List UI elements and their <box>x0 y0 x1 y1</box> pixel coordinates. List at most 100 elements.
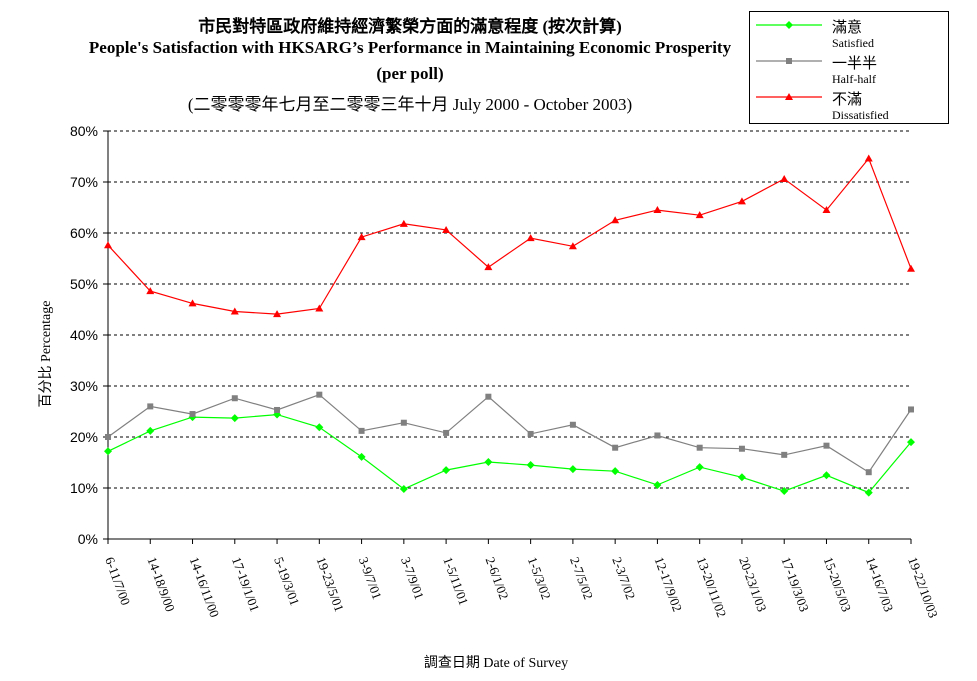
series-group <box>104 154 915 497</box>
data-point <box>399 485 408 494</box>
data-point <box>568 242 577 250</box>
data-point <box>865 469 872 476</box>
data-point <box>737 473 746 482</box>
data-point <box>907 438 915 447</box>
data-point <box>568 465 577 474</box>
data-point <box>484 457 493 466</box>
x-tick-label: 20-23/1/03 <box>736 555 770 614</box>
data-point <box>315 304 324 312</box>
data-point <box>357 233 366 241</box>
series-line <box>107 157 912 315</box>
data-point <box>569 421 576 428</box>
data-point <box>316 391 323 398</box>
data-point <box>104 241 112 249</box>
legend-symbol-satisfied <box>756 21 822 29</box>
legend: 滿意 Satisfied 一半半 Half-half 不滿 Dissatisfi… <box>749 11 949 124</box>
data-point <box>105 434 111 440</box>
data-point <box>526 234 535 242</box>
x-tick-label: 14-16/7/03 <box>863 555 897 614</box>
chart-period: (二零零零年七月至二零零三年十月 July 2000 - October 200… <box>187 95 633 114</box>
x-axis-label: 調查日期 Date of Survey <box>424 655 568 671</box>
data-point <box>822 471 831 480</box>
data-point <box>146 287 155 295</box>
data-point <box>484 263 493 271</box>
chart-title-english: People's Satisfaction with HKSARG’s Perf… <box>88 38 732 57</box>
data-point <box>822 206 831 214</box>
chart-subtitle: (per poll) <box>376 64 444 83</box>
x-tick-label: 3-9/7/01 <box>356 555 385 602</box>
data-point <box>189 411 196 418</box>
data-point <box>442 225 451 233</box>
data-point <box>400 419 407 426</box>
legend-symbol-half-half <box>756 58 822 64</box>
data-point <box>526 461 535 470</box>
data-point <box>485 393 492 400</box>
data-point <box>230 307 239 315</box>
y-tick-label: 70% <box>70 174 98 190</box>
data-point <box>823 442 830 449</box>
data-point <box>611 216 620 224</box>
data-point <box>695 211 704 219</box>
data-point <box>230 414 239 423</box>
legend-label-satisfied-zh: 滿意 <box>832 20 863 36</box>
data-point <box>188 299 197 307</box>
data-point <box>696 444 703 451</box>
legend-item-dissatisfied: 不滿 Dissatisfied <box>750 88 950 124</box>
y-tick-labels: 0% 10% 20% 30% 40% 50% 60% 70% 80% <box>70 123 98 547</box>
legend-label-half-half-en: Half-half <box>832 72 876 86</box>
x-tick-label: 17-19/3/03 <box>778 555 812 614</box>
data-point <box>653 480 662 489</box>
data-point <box>780 487 789 496</box>
series-dissatisfied <box>104 154 915 318</box>
y-tick-label: 60% <box>70 225 98 241</box>
x-tick-label: 6-11/7/00 <box>102 555 133 607</box>
x-tick-label: 19-23/5/01 <box>313 555 347 614</box>
y-tick-label: 40% <box>70 327 98 343</box>
data-point <box>315 423 324 432</box>
data-point <box>908 406 914 413</box>
x-tick-label: 1-5/3/02 <box>525 555 554 602</box>
legend-label-dissatisfied-en: Dissatisfied <box>832 108 889 122</box>
data-point <box>654 432 661 439</box>
x-tick-label: 2-3/7/02 <box>609 555 638 602</box>
data-point <box>738 445 745 452</box>
legend-item-half-half: 一半半 Half-half <box>750 52 950 88</box>
x-tick-label: 2-6/1/02 <box>483 555 512 602</box>
data-point <box>737 197 746 205</box>
data-point <box>695 463 704 472</box>
x-tick-label: 12-17/9/02 <box>652 555 686 614</box>
data-point <box>399 219 408 227</box>
data-point <box>864 154 873 162</box>
x-tick-label: 1-5/11/01 <box>440 555 471 607</box>
x-tick-label: 2-7/5/02 <box>567 555 596 602</box>
legend-label-dissatisfied-zh: 不滿 <box>832 92 863 108</box>
data-point <box>273 310 282 318</box>
axes <box>103 130 912 544</box>
y-tick-label: 20% <box>70 429 98 445</box>
x-tick-label: 14-18/9/00 <box>144 555 178 614</box>
data-point <box>612 444 619 451</box>
data-point <box>358 427 365 434</box>
data-point <box>104 447 112 456</box>
data-point <box>357 452 366 461</box>
data-point <box>274 406 281 413</box>
data-point <box>231 395 238 402</box>
y-tick-label: 10% <box>70 480 98 496</box>
x-tick-label: 19-22/10/03 <box>905 555 941 620</box>
data-point <box>147 403 154 410</box>
y-tick-label: 0% <box>78 531 98 547</box>
data-point <box>907 264 915 272</box>
y-tick-label: 50% <box>70 276 98 292</box>
data-point <box>146 426 155 435</box>
series-line <box>107 394 912 474</box>
x-tick-label: 5-19/3/01 <box>271 555 302 608</box>
legend-item-satisfied: 滿意 Satisfied <box>750 16 950 52</box>
data-point <box>864 488 873 497</box>
x-tick-label: 3-7/9/01 <box>398 555 427 602</box>
x-tick-labels: 6-11/7/00 14-18/9/00 14-16/11/00 17-19/1/01… <box>102 555 941 620</box>
y-tick-label: 80% <box>70 123 98 139</box>
legend-symbol-dissatisfied <box>756 93 822 100</box>
series-line <box>107 413 912 494</box>
legend-label-satisfied-en: Satisfied <box>832 36 874 50</box>
